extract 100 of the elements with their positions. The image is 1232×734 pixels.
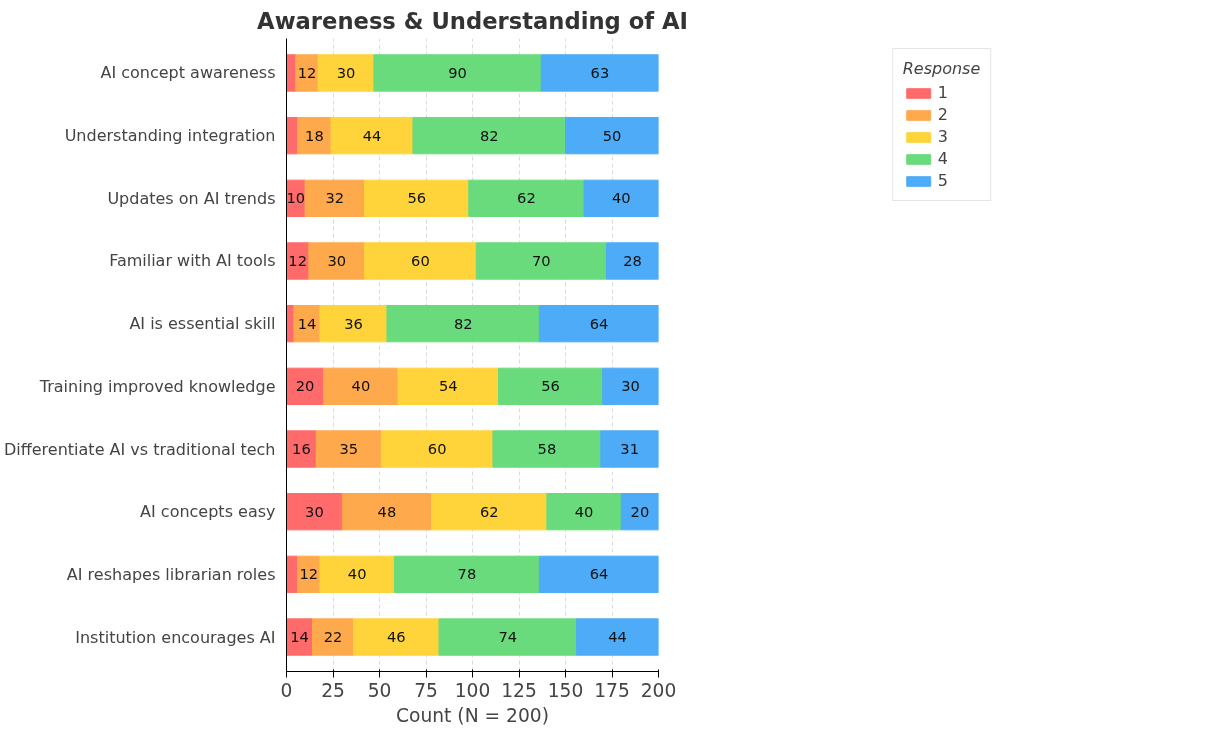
legend-label: 3 (937, 127, 949, 146)
bar (393, 555, 540, 594)
data-label: 30 (336, 63, 356, 81)
bar (546, 493, 622, 531)
bar (364, 179, 470, 217)
data-label: 62 (479, 502, 499, 520)
bar (352, 618, 440, 656)
y-tick-label: AI reshapes librarian roles (66, 564, 276, 584)
bar (373, 54, 542, 92)
x-tick-label: 125 (501, 679, 537, 701)
bar (583, 179, 659, 217)
legend-label: 2 (937, 105, 949, 124)
bar (315, 430, 382, 468)
bar (565, 116, 659, 155)
x-tick-label: 100 (454, 679, 491, 701)
x-tick-label: 200 (640, 679, 677, 701)
bar (397, 367, 500, 406)
x-tick-label: 25 (321, 679, 345, 701)
bar (412, 116, 566, 155)
bar (540, 54, 659, 92)
bar (364, 242, 477, 280)
y-tick-label: Training improved knowledge (38, 376, 276, 396)
bar (602, 367, 659, 406)
data-label: 30 (621, 377, 640, 395)
y-tick-label: Differentiate AI vs traditional tech (3, 439, 276, 459)
bar (319, 555, 395, 594)
data-label: 44 (362, 126, 382, 144)
data-label: 60 (411, 251, 430, 269)
y-tick-label: AI concepts easy (140, 502, 276, 522)
data-label: 56 (407, 189, 427, 207)
legend-label: 4 (937, 149, 949, 168)
bar (380, 430, 494, 468)
bar (330, 116, 414, 155)
bar (319, 304, 388, 343)
data-label: 60 (427, 440, 447, 458)
y-tick-label: Familiar with AI tools (109, 251, 276, 271)
data-label: 40 (574, 502, 594, 520)
data-label: 63 (590, 63, 610, 81)
data-label: 82 (453, 314, 473, 332)
data-label: 20 (295, 377, 315, 395)
x-tick-label: 50 (367, 679, 392, 701)
data-label: 12 (299, 565, 319, 583)
y-tick-label: AI is essential skill (129, 314, 276, 334)
data-label: 44 (608, 628, 627, 646)
data-label: 58 (537, 440, 557, 458)
x-axis-title: Count (N = 200) (396, 704, 549, 726)
data-label: 56 (541, 377, 560, 395)
bar (438, 618, 578, 656)
bar (492, 430, 602, 468)
data-label: 40 (611, 189, 631, 207)
bar (576, 618, 659, 656)
bar (431, 493, 548, 531)
bar (386, 304, 540, 343)
data-label: 54 (439, 377, 458, 395)
bar (286, 493, 343, 531)
x-tick-label: 175 (594, 679, 630, 701)
data-label: 10 (286, 189, 306, 207)
data-label: 82 (479, 126, 499, 144)
data-label: 14 (297, 314, 317, 332)
data-label: 64 (589, 314, 609, 332)
data-label: 48 (377, 502, 397, 520)
data-label: 30 (327, 251, 347, 269)
data-label: 12 (297, 63, 317, 81)
y-tick-label: Updates on AI trends (107, 188, 276, 208)
data-label: 46 (386, 628, 406, 646)
bar (308, 242, 366, 280)
data-label: 64 (589, 565, 609, 583)
data-label: 90 (448, 63, 467, 81)
bar (605, 242, 659, 280)
data-label: 30 (305, 502, 324, 520)
bar (312, 618, 354, 656)
chart-title: Awareness & Understanding of AI (257, 7, 688, 34)
bar (323, 367, 399, 406)
bar (538, 555, 659, 594)
data-label: 32 (325, 189, 345, 207)
data-label: 36 (344, 314, 363, 332)
bar (341, 493, 433, 531)
data-label: 12 (288, 251, 307, 269)
data-label: 70 (532, 251, 551, 269)
bar (620, 493, 659, 531)
legend-title: Response (902, 59, 981, 78)
data-label: 74 (498, 628, 518, 646)
x-tick-label: 75 (414, 679, 438, 701)
legend-label: 1 (937, 83, 949, 102)
data-label: 22 (323, 628, 343, 646)
data-label: 50 (602, 126, 622, 144)
data-label: 18 (305, 126, 324, 144)
bar (498, 367, 604, 406)
data-label: 62 (517, 189, 536, 207)
data-label: 40 (347, 565, 367, 583)
bar (600, 430, 659, 468)
bar (475, 242, 607, 280)
y-tick-label: Understanding integration (64, 126, 276, 146)
bar (468, 179, 585, 217)
x-tick-label: 0 (280, 679, 293, 701)
bar (304, 179, 366, 217)
data-label: 78 (457, 565, 477, 583)
bar (317, 54, 375, 92)
legend-label: 5 (937, 171, 949, 190)
data-label: 20 (630, 502, 650, 520)
